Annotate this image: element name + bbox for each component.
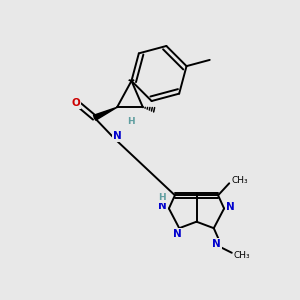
Text: H: H	[127, 117, 134, 126]
Text: N: N	[226, 202, 235, 212]
Text: H: H	[158, 193, 166, 202]
Text: N: N	[212, 239, 221, 249]
Text: CH₃: CH₃	[232, 176, 248, 185]
Text: O: O	[72, 98, 80, 108]
Text: CH₃: CH₃	[233, 251, 250, 260]
Text: N: N	[212, 239, 221, 249]
Text: H: H	[127, 117, 134, 126]
Text: N: N	[158, 201, 167, 211]
Text: N: N	[226, 202, 235, 212]
Text: N: N	[173, 229, 182, 238]
Polygon shape	[93, 107, 117, 120]
Text: N: N	[113, 131, 122, 141]
Text: H: H	[158, 193, 166, 202]
Text: N: N	[158, 201, 167, 211]
Text: N: N	[113, 131, 122, 141]
Polygon shape	[129, 80, 134, 81]
Text: N: N	[173, 229, 182, 238]
Text: O: O	[72, 98, 80, 108]
